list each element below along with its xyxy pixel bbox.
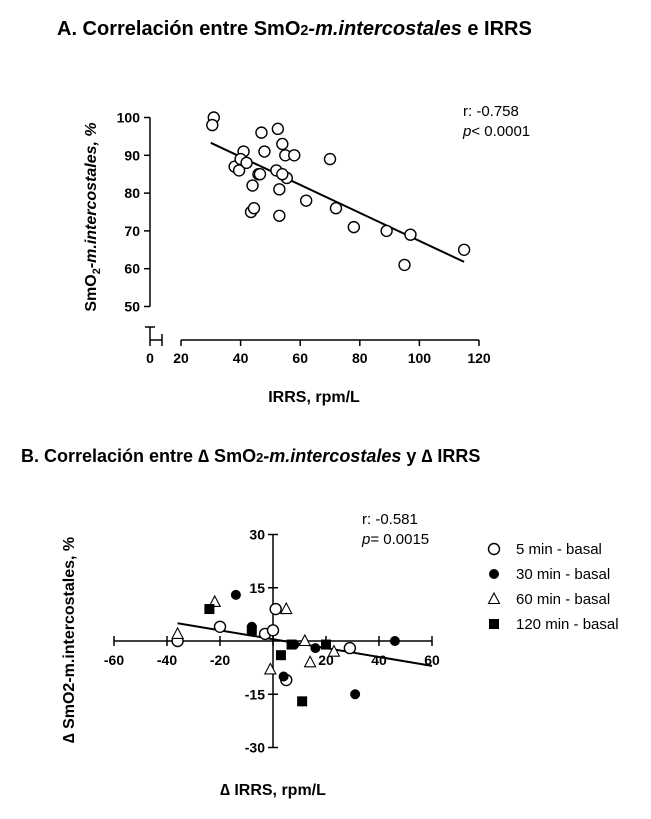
panel-b-legend-marker-2	[489, 569, 499, 579]
panel-b-point-1	[266, 624, 280, 637]
panel-b-legend-label-2: 30 min - basal	[516, 566, 610, 583]
panel-b-point-2	[389, 636, 400, 646]
panel-a-point	[253, 167, 267, 181]
panel-a-y-tick-label: 80	[124, 185, 140, 201]
panel-b-point-4	[275, 650, 286, 661]
panel-b-x-tick-label: -20	[210, 652, 230, 668]
panel-a-point	[404, 228, 417, 241]
panel-b-point-3	[327, 644, 341, 657]
panel-a-x-tick-label: 40	[233, 350, 249, 366]
panel-b-point-3	[208, 594, 222, 608]
panel-b-point-3	[279, 601, 293, 615]
panel-b-stat-r: r: -0.581	[362, 511, 418, 528]
panel-b-point-4	[321, 639, 331, 650]
panel-a-point	[457, 243, 471, 257]
panel-a-xlabel: IRRS, rpm/L	[268, 389, 360, 406]
panel-a-point	[347, 220, 361, 234]
panel-a-point	[255, 126, 268, 139]
panel-b-y-tick-label: 30	[249, 527, 265, 543]
panel-a-point	[276, 167, 289, 181]
panel-b-y-tick-label: -30	[245, 740, 265, 756]
panel-a-stat-p: p< 0.0001	[462, 123, 530, 140]
panel-a-point	[276, 137, 289, 151]
panel-a-point	[380, 224, 393, 238]
panel-a-point	[323, 152, 337, 166]
panel-a-point	[273, 183, 286, 196]
panel-a-x-tick-label: 80	[352, 350, 368, 366]
panel-a-point	[329, 202, 343, 215]
panel-a-chart: SmO2-m.intercostales, % IRRS, rpm/L r: -…	[83, 103, 530, 406]
panel-b-point-3	[298, 633, 312, 647]
panel-b-x-tick-label: -60	[104, 652, 124, 668]
panel-b-point-2	[350, 689, 361, 700]
panel-b-chart: ∆ SmO2-m.intercostales, % ∆ IRRS, rpm/L …	[61, 511, 619, 799]
panel-a-point	[206, 118, 219, 132]
panel-b-point-2	[310, 643, 321, 654]
panel-a-title: A. Correlación entre SmO2-m.intercostale…	[57, 18, 532, 40]
panel-a-point	[299, 194, 313, 207]
panel-a-point	[240, 156, 253, 170]
panel-b-point-3	[171, 626, 185, 639]
panel-b-point-2	[230, 589, 241, 600]
panel-b-y-tick-label: 15	[249, 580, 265, 596]
panel-a-x-tick-label: 0	[146, 350, 154, 366]
panel-b-x-tick-label: -40	[157, 652, 177, 668]
panel-b-legend-label-1: 5 min - basal	[516, 541, 602, 558]
panel-b-stat-p: p= 0.0015	[361, 531, 429, 548]
panel-b-point-4	[246, 625, 257, 636]
panel-b-point-1	[269, 602, 282, 616]
panel-a-point	[271, 122, 285, 136]
panel-b-legend-marker-4	[489, 619, 499, 629]
panel-a-y-tick-label: 90	[124, 147, 140, 163]
panel-a-stat-r: r: -0.758	[463, 103, 519, 120]
panel-a-x-tick-label: 100	[408, 350, 432, 366]
panel-a-point	[273, 209, 286, 222]
panel-b-title: B. Correlación entre ∆ SmO2-m.intercosta…	[21, 446, 481, 466]
panel-b-point-4	[286, 639, 297, 650]
panel-b-legend-marker-3	[487, 591, 501, 605]
panel-b-point-2	[278, 671, 289, 682]
panel-b-x-tick-label: 60	[424, 652, 440, 668]
panel-a-x-tick-label: 120	[467, 350, 491, 366]
panel-b-ylabel: ∆ SmO2-m.intercostales, %	[61, 537, 78, 743]
panel-a-y-tick-label: 60	[124, 261, 140, 277]
panel-b-point-3	[263, 662, 277, 675]
panel-a-x-tick-label: 60	[292, 350, 308, 366]
panel-a-point	[247, 202, 261, 215]
panel-b-point-1	[343, 641, 357, 655]
panel-b-xlabel: ∆ IRRS, rpm/L	[220, 782, 326, 799]
panel-b-x-tick-label: 40	[371, 652, 387, 668]
panel-a-y-tick-label: 50	[124, 299, 140, 315]
panel-b-point-3	[303, 655, 317, 668]
panel-a-point	[288, 149, 301, 162]
panel-b-point-4	[204, 604, 215, 615]
panel-b-legend-marker-1	[487, 542, 501, 556]
panel-a-point	[246, 179, 259, 192]
panel-a-x-tick-label: 20	[173, 350, 189, 366]
panel-b-legend-label-4: 120 min - basal	[516, 616, 619, 633]
panel-a-point	[398, 258, 411, 272]
panel-b-point-1	[213, 620, 227, 633]
panel-b-point-4	[297, 696, 308, 707]
panel-a-ylabel: SmO2-m.intercostales, %	[83, 122, 103, 311]
panel-b-y-tick-label: -15	[245, 686, 265, 702]
panel-a-y-tick-label: 100	[117, 110, 141, 126]
panel-a-y-tick-label: 70	[124, 223, 140, 239]
panel-a-point	[258, 145, 271, 158]
panel-b-legend-label-3: 60 min - basal	[516, 591, 610, 608]
